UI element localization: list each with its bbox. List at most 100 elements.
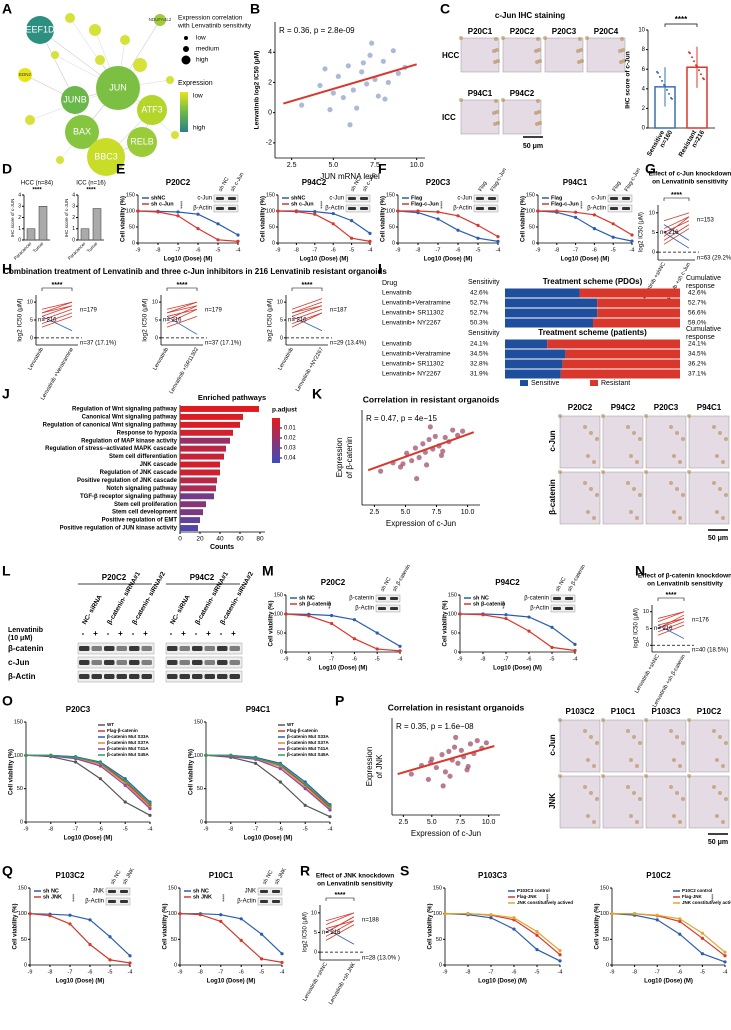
legend-label: β-catenin Mut S33A [287,734,330,739]
dose-point [219,913,223,917]
x-tick-label: -4 [148,826,153,832]
dose-point [68,913,72,917]
dose-point [98,777,102,781]
band [104,674,115,679]
blot-row-label: β-Actin [193,206,212,212]
column-header: Sensitivity [468,279,500,286]
y-axis-label: of JNK [375,754,384,779]
value-label: 24.1% [470,341,489,348]
dose-curve [179,913,283,963]
n-label: n=29 (13.4%) [330,341,366,347]
sensitive-bar [505,298,598,308]
x-tick-label: -4 [630,247,635,253]
x-axis-label: Log10 (Dose) (M) [561,257,610,263]
ihc-cell [724,493,728,497]
y-tick-label: 50 [277,630,283,636]
band [378,597,386,600]
y-axis-label: log2 IC50 (μM) [634,608,640,648]
network-node [154,14,166,26]
y-tick-label: 50 [21,937,27,943]
x-tick-label: -4 [496,247,501,253]
dose-point [535,930,539,934]
dot [689,52,691,55]
ihc-cell [493,122,497,126]
x-tick-label: -7 [504,656,509,662]
x-tick-label: -7 [73,826,78,832]
band [360,197,368,200]
pair-line [663,224,690,241]
chart-title: P10C1 [209,871,234,880]
drug-label: Lenvatinib+Veratramine [382,351,451,358]
bar [26,228,36,241]
fit-line [397,745,495,776]
value-label: 59.0% [688,320,707,327]
y-tick-label: 100 [168,911,177,917]
x-tick-label: 5.0 [427,819,437,826]
dose-point [128,961,132,965]
legend-title: with Lenvatinib sensitivity [177,23,252,30]
stain-label: JNK [548,793,557,809]
ihc-cell [681,437,685,441]
dose-point [260,932,264,936]
x-tick-label: -4 [128,969,133,975]
ihc-cell [535,122,539,126]
y-tick-label: Positive regulation of EMT [102,518,178,524]
scatter-point [439,752,445,758]
ihc-cell [632,487,636,491]
ihc-cell [687,470,691,474]
panel-label: Q [2,863,13,879]
n-label: n= 216 [163,318,182,324]
bar [92,208,102,241]
scatter-point [322,66,328,72]
pair-line [657,618,685,626]
y-tick-label: 3 [72,204,75,210]
y-tick-label: 150 [386,192,395,198]
x-tick-label: -7 [312,247,317,253]
scatter-point [390,48,396,54]
treatment-sign: + [181,629,186,638]
x-tick-label: -8 [632,969,637,975]
lane-label: sh JNK [274,867,288,886]
significance: **** [708,894,714,902]
y-axis-label: IHC score of c-Jun [625,51,632,108]
bar [180,517,200,524]
node-label: BBC3 [94,151,118,161]
scatter-point [317,82,323,89]
ihc-cell [675,735,679,739]
y-tick-label: 0 [30,335,33,341]
y-tick-label: 150 [126,192,135,198]
dose-point [204,753,208,757]
network-node [18,68,32,82]
dose-point [331,222,335,226]
ihc-cell [629,814,633,818]
dose-point [123,783,127,787]
dot [703,78,705,81]
y-tick-label: 0 [606,962,609,968]
scatter-point [354,105,360,111]
bar [180,453,224,460]
ihc-image [559,775,601,829]
dose-curve [538,210,633,236]
annotation: R = 0.35, p = 1.6e−08 [396,722,474,731]
legend-swatch [520,380,528,386]
y-tick-label: 0 [268,110,272,117]
x-tick-label: -4 [236,247,241,253]
sample-label: P94C2 [510,89,535,98]
legend-size [183,46,189,52]
legend-label: WT [287,722,294,727]
x-tick-label: -5 [123,826,128,832]
scatter-point [404,450,410,456]
y-tick-label: 0 [314,950,317,956]
y-tick-label: 10 [27,300,33,306]
ihc-image [688,471,730,525]
ihc-cell [492,49,496,53]
dose-curve [444,913,561,962]
dose-point [678,917,682,921]
bar [180,477,217,484]
scatter-point [483,740,489,746]
significance: **** [675,15,688,24]
legend-label: JNK constitutively actived [682,900,731,905]
x-tick-label: -5 [216,247,221,253]
ihc-cell [501,36,505,40]
x-tick-label: -6 [331,247,336,253]
